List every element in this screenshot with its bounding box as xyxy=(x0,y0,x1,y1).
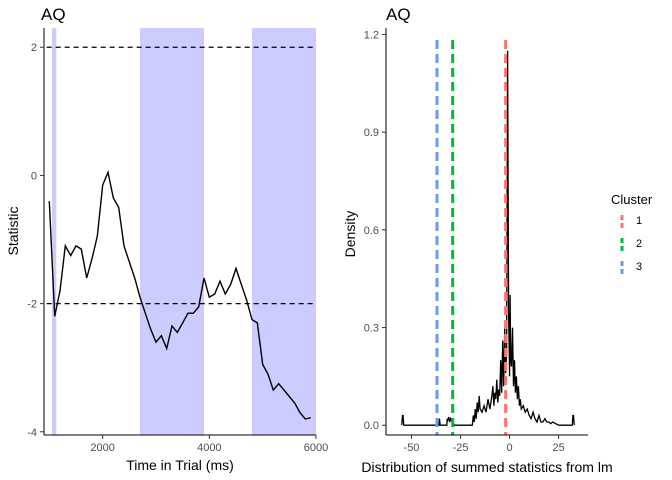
x-tick-label: 0 xyxy=(506,442,512,454)
right-cluster-lines xyxy=(435,40,508,435)
right-y-axis-title: Density xyxy=(342,211,358,258)
y-tick-label: 0 xyxy=(31,170,37,182)
y-tick-label: -2 xyxy=(27,299,37,311)
left-panel-title: AQ xyxy=(41,5,66,24)
shaded-region-1 xyxy=(52,28,57,435)
density-series xyxy=(401,50,575,426)
x-tick-label: 25 xyxy=(552,442,564,454)
x-tick-label: 6000 xyxy=(304,442,328,454)
left-y-axis-title: Statistic xyxy=(5,206,21,255)
right-density-curve xyxy=(401,50,575,426)
x-tick-label: -25 xyxy=(453,442,469,454)
left-x-axis-title: Time in Trial (ms) xyxy=(126,457,234,473)
x-tick-label: 2000 xyxy=(90,442,114,454)
y-tick-label: 0.6 xyxy=(364,225,379,237)
right-panel: AQ -50 -25 0 25 0.0 0.3 0.6 0.9 1.2 Distributio… xyxy=(342,5,613,475)
legend-label-1: 1 xyxy=(636,215,642,227)
shaded-region-3 xyxy=(252,28,316,435)
y-tick-label: 0.0 xyxy=(364,420,379,432)
legend: Cluster 1 2 3 xyxy=(611,192,653,275)
y-tick-label: 0.9 xyxy=(364,127,379,139)
right-y-ticks: 0.0 0.3 0.6 0.9 1.2 xyxy=(364,30,386,432)
left-shaded-regions xyxy=(52,28,316,435)
right-x-axis-title: Distribution of summed statistics from l… xyxy=(361,459,612,475)
y-tick-label: 0.3 xyxy=(364,323,379,335)
legend-title: Cluster xyxy=(611,192,653,207)
legend-label-2: 2 xyxy=(636,238,642,250)
left-x-ticks: 2000 4000 6000 xyxy=(90,435,328,454)
y-tick-label: -4 xyxy=(27,427,37,439)
right-panel-title: AQ xyxy=(386,5,411,24)
left-statistic-line xyxy=(48,169,311,420)
statistic-series xyxy=(48,169,311,420)
legend-label-3: 3 xyxy=(636,261,642,273)
x-tick-label: 4000 xyxy=(197,442,221,454)
right-x-ticks: -50 -25 0 25 xyxy=(404,435,565,454)
shaded-region-2 xyxy=(140,28,204,435)
y-tick-label: 2 xyxy=(31,42,37,54)
left-y-ticks: 2 0 -2 -4 xyxy=(27,42,44,439)
x-tick-label: -50 xyxy=(404,442,420,454)
y-tick-label: 1.2 xyxy=(364,30,379,42)
left-panel: AQ 2000 4000 6000 2 0 -2 -4 Time in Trial (ms… xyxy=(5,5,328,473)
legend-items: 1 2 3 xyxy=(620,215,642,275)
